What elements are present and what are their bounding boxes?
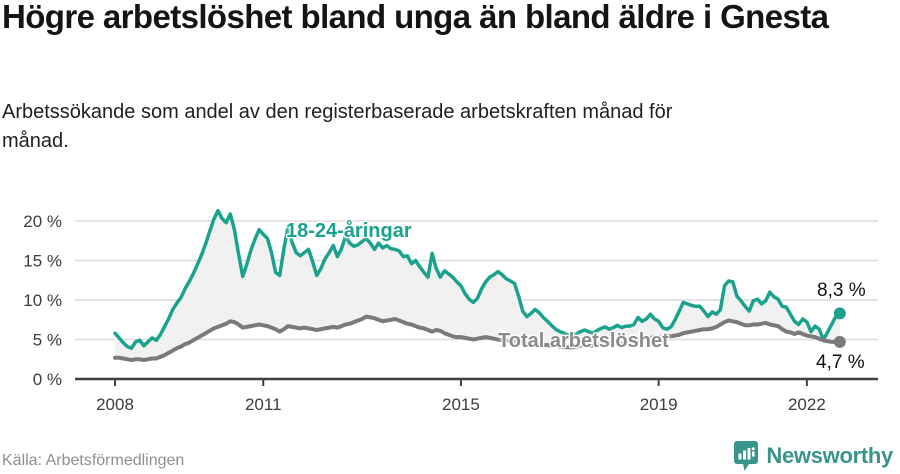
x-tick-label: 2019 — [640, 395, 678, 414]
x-tick-label: 2008 — [96, 395, 134, 414]
total-line — [113, 314, 842, 362]
x-tick-label: 2015 — [442, 395, 480, 414]
total-end-value: 4,7 % — [816, 352, 865, 373]
y-tick-label: 10 % — [23, 291, 62, 310]
x-tick-label: 2022 — [788, 395, 826, 414]
youth-line — [113, 208, 842, 350]
newsworthy-icon — [734, 441, 759, 471]
total-series-label: Total arbetslöshet — [498, 330, 669, 352]
y-tick-label: 20 % — [23, 212, 62, 231]
x-tick-label: 2011 — [245, 395, 282, 414]
y-tick-label: 5 % — [33, 331, 62, 350]
youth-end-value: 8,3 % — [817, 280, 866, 301]
chart-subtitle: Arbetssökande som andel av den registerb… — [2, 101, 673, 152]
youth-series-label: 18-24-åringar — [286, 220, 412, 242]
youth-end-dot — [833, 307, 846, 320]
newsworthy-logo: Newsworthy — [734, 441, 893, 471]
newsworthy-wordmark: Newsworthy — [766, 443, 893, 468]
y-tick-label: 15 % — [23, 252, 62, 271]
source-attribution: Källa: Arbetsförmedlingen — [2, 452, 185, 469]
total-end-dot — [833, 335, 846, 348]
chart-title: Högre arbetslöshet bland unga än bland ä… — [2, 0, 829, 35]
y-tick-label: 0 % — [33, 370, 62, 389]
